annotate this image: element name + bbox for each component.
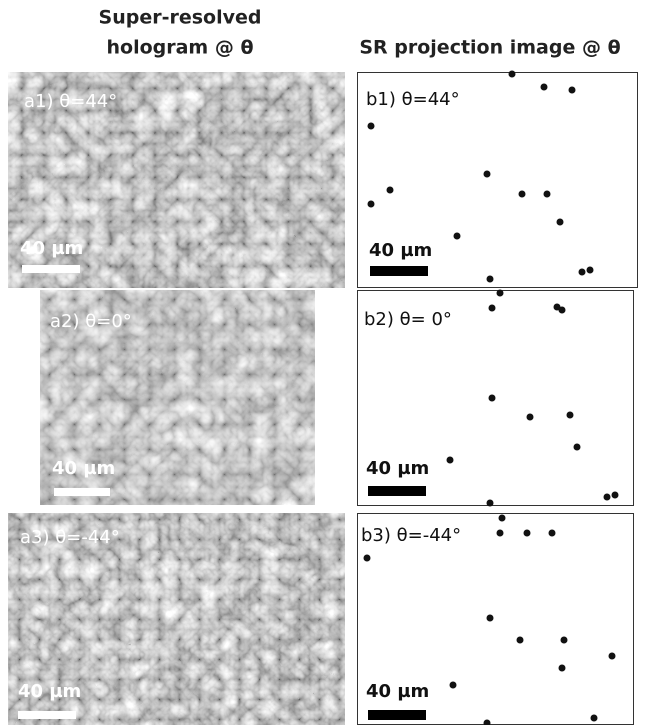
- particle: [487, 500, 494, 507]
- particle: [519, 191, 526, 198]
- panel-label: a3) θ=-44°: [20, 527, 120, 548]
- particle: [541, 84, 548, 91]
- figure: Super-resolved hologram @ θ SR projectio…: [0, 0, 649, 725]
- scale-label: 40 µm: [20, 238, 83, 259]
- panel-label: a2) θ=0°: [50, 311, 132, 332]
- column-title: hologram @ θ: [106, 37, 253, 59]
- particle: [447, 457, 454, 464]
- panel-label: a1) θ=44°: [24, 91, 117, 112]
- particle: [549, 530, 556, 537]
- particle: [489, 305, 496, 312]
- panel-label: b2) θ= 0°: [364, 309, 452, 330]
- particle: [579, 269, 586, 276]
- particle: [489, 395, 496, 402]
- particle: [527, 414, 534, 421]
- particle: [557, 219, 564, 226]
- scale-label: 40 µm: [366, 681, 429, 702]
- particle: [609, 653, 616, 660]
- particle: [574, 444, 581, 451]
- particle: [567, 412, 574, 419]
- particle: [454, 233, 461, 240]
- particle: [509, 71, 516, 78]
- particle: [587, 267, 594, 274]
- scale-label: 40 µm: [369, 240, 432, 261]
- particle: [591, 715, 598, 722]
- scale-label: 40 µm: [18, 681, 81, 702]
- particle: [497, 530, 504, 537]
- particle: [559, 665, 566, 672]
- column-title: SR projection image @ θ: [359, 37, 620, 59]
- particle: [497, 290, 504, 297]
- particle: [569, 87, 576, 94]
- scale-bar: [18, 711, 76, 719]
- particle: [450, 682, 457, 689]
- scale-label: 40 µm: [366, 458, 429, 479]
- particle: [612, 492, 619, 499]
- particle: [559, 307, 566, 314]
- particle: [368, 201, 375, 208]
- scale-bar: [368, 486, 426, 496]
- particle: [499, 515, 506, 522]
- column-title: Super-resolved: [99, 7, 262, 29]
- scale-bar: [370, 266, 428, 276]
- particle: [604, 494, 611, 501]
- particle: [524, 530, 531, 537]
- scale-bar: [54, 488, 110, 496]
- particle: [544, 191, 551, 198]
- scale-label: 40 µm: [52, 458, 115, 479]
- particle: [364, 555, 371, 562]
- particle: [484, 171, 491, 178]
- scale-bar: [22, 265, 80, 273]
- particle: [387, 187, 394, 194]
- particle: [561, 637, 568, 644]
- scale-bar: [368, 710, 426, 720]
- particle: [368, 123, 375, 130]
- particle: [487, 276, 494, 283]
- particle: [487, 615, 494, 622]
- panel-label: b1) θ=44°: [366, 89, 460, 110]
- panel-label: b3) θ=-44°: [361, 525, 461, 546]
- particle: [517, 637, 524, 644]
